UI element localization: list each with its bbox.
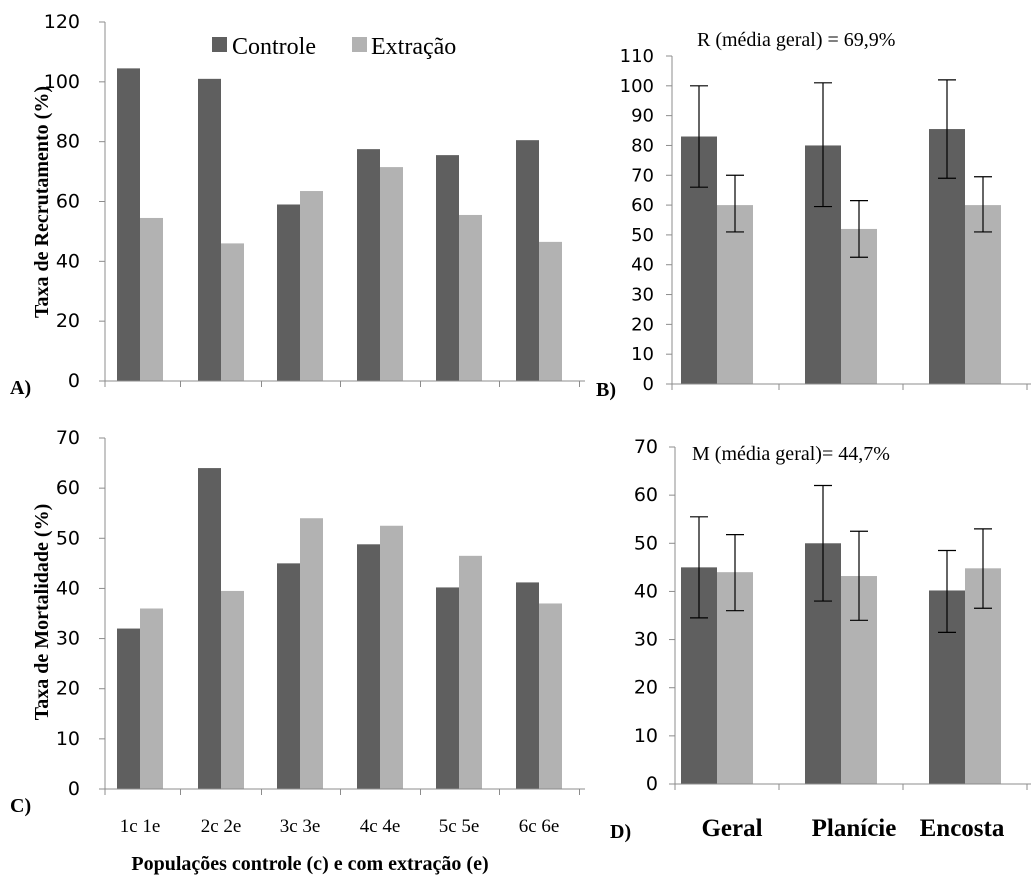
bar-a-controle-5 xyxy=(436,155,459,381)
x-tick-label-c-4: 4c 4e xyxy=(360,816,401,837)
bar-c-extracao-6 xyxy=(539,603,562,789)
y-tick-label-b-40: 40 xyxy=(631,255,654,276)
y-tick-label-b-100: 100 xyxy=(620,76,654,97)
y-tick-label-a-20: 20 xyxy=(56,310,80,332)
y-tick-label-d-30: 30 xyxy=(634,629,658,651)
y-tick-label-a-0: 0 xyxy=(68,370,80,392)
y-tick-label-c-70: 70 xyxy=(56,427,80,449)
y-tick-label-b-50: 50 xyxy=(631,225,654,246)
y-tick-label-a-40: 40 xyxy=(56,250,80,272)
panel-label-c: C) xyxy=(10,795,31,817)
y-tick-label-b-60: 60 xyxy=(631,195,654,216)
panel-label-a: A) xyxy=(10,377,31,399)
bar-a-controle-1 xyxy=(117,68,140,381)
bar-c-controle-6 xyxy=(516,582,539,789)
x-tick-label-c-6: 6c 6e xyxy=(519,816,560,837)
x-category-label-d-1: Geral xyxy=(701,815,762,842)
legend-label-controle: Controle xyxy=(232,34,316,60)
bar-c-extracao-3 xyxy=(300,518,323,789)
y-tick-label-a-60: 60 xyxy=(56,191,80,213)
bar-a-extracao-2 xyxy=(221,243,244,381)
bar-a-extracao-6 xyxy=(539,241,562,381)
y-tick-label-c-10: 10 xyxy=(56,728,80,750)
panel-label-b: B) xyxy=(596,379,616,401)
chart-panel-b: 0 10 20 30 40 50 60 70 80 90 100 110 xyxy=(620,46,1031,395)
bar-a-controle-2 xyxy=(198,78,221,381)
bar-a-controle-6 xyxy=(516,140,539,381)
legend: Controle Extração xyxy=(212,34,456,60)
y-tick-label-b-20: 20 xyxy=(631,314,654,335)
bar-a-extracao-4 xyxy=(380,167,403,381)
y-tick-label-d-20: 20 xyxy=(634,677,658,699)
legend-swatch-controle xyxy=(212,37,227,52)
x-axis-title-c: Populações controle (c) e com extração (… xyxy=(131,853,488,875)
bar-a-extracao-1 xyxy=(140,217,163,381)
y-tick-label-b-70: 70 xyxy=(631,165,654,186)
panel-label-d: D) xyxy=(610,821,631,843)
y-tick-label-c-30: 30 xyxy=(56,628,80,650)
y-tick-label-c-0: 0 xyxy=(68,778,80,800)
bar-c-controle-5 xyxy=(436,587,459,789)
bar-b-extracao-3 xyxy=(965,205,1001,384)
x-tick-label-c-3: 3c 3e xyxy=(280,816,321,837)
bar-a-extracao-5 xyxy=(459,214,482,381)
y-tick-label-c-60: 60 xyxy=(56,477,80,499)
bar-a-controle-3 xyxy=(277,204,300,381)
y-tick-label-b-80: 80 xyxy=(631,135,654,156)
legend-label-extracao: Extração xyxy=(371,34,456,60)
bar-c-extracao-1 xyxy=(140,608,163,789)
y-tick-label-d-10: 10 xyxy=(634,725,658,747)
y-axis-title-c: Taxa de Mortalidade (%) xyxy=(31,504,53,720)
x-category-label-d-3: Encosta xyxy=(920,815,1005,842)
annotation-d: M (média geral)= 44,7% xyxy=(692,443,890,465)
y-tick-label-d-0: 0 xyxy=(646,773,658,795)
chart-panel-d: 0 10 20 30 40 50 60 70 xyxy=(634,436,1031,795)
x-tick-label-c-2: 2c 2e xyxy=(201,816,242,837)
bar-c-extracao-2 xyxy=(221,590,244,789)
x-category-label-d-2: Planície xyxy=(812,815,897,842)
bar-c-controle-1 xyxy=(117,628,140,789)
bar-c-controle-4 xyxy=(357,544,380,789)
y-tick-label-b-10: 10 xyxy=(631,344,654,365)
y-tick-label-d-40: 40 xyxy=(634,580,658,602)
y-tick-label-c-40: 40 xyxy=(56,577,80,599)
y-tick-label-b-0: 0 xyxy=(643,374,654,395)
y-tick-label-b-90: 90 xyxy=(631,106,654,127)
bar-c-controle-2 xyxy=(198,468,221,789)
y-tick-label-c-20: 20 xyxy=(56,678,80,700)
x-tick-label-c-1: 1c 1e xyxy=(120,816,161,837)
bar-c-extracao-5 xyxy=(459,555,482,789)
y-tick-label-b-110: 110 xyxy=(620,46,654,67)
y-tick-label-d-70: 70 xyxy=(634,436,658,458)
x-tick-label-c-5: 5c 5e xyxy=(439,816,480,837)
annotation-b: R (média geral) = 69,9% xyxy=(697,29,895,51)
bar-c-extracao-4 xyxy=(380,525,403,789)
y-tick-label-d-50: 50 xyxy=(634,532,658,554)
y-tick-label-c-50: 50 xyxy=(56,527,80,549)
y-axis-title-a: Taxa de Recrutamento (%) xyxy=(31,86,53,318)
chart-panel-c: 0 10 20 30 40 50 60 70 xyxy=(56,427,585,800)
legend-swatch-extracao xyxy=(352,37,367,52)
y-tick-label-a-100: 100 xyxy=(44,71,80,93)
chart-panel-a: 0 20 40 60 80 100 120 xyxy=(44,11,585,392)
y-tick-label-d-60: 60 xyxy=(634,484,658,506)
bar-c-controle-3 xyxy=(277,563,300,789)
y-tick-label-b-30: 30 xyxy=(631,285,654,306)
y-tick-label-a-120: 120 xyxy=(44,11,80,33)
bar-a-controle-4 xyxy=(357,149,380,381)
bar-a-extracao-3 xyxy=(300,191,323,381)
bar-b-extracao-1 xyxy=(717,205,753,384)
y-tick-label-a-80: 80 xyxy=(56,131,80,153)
